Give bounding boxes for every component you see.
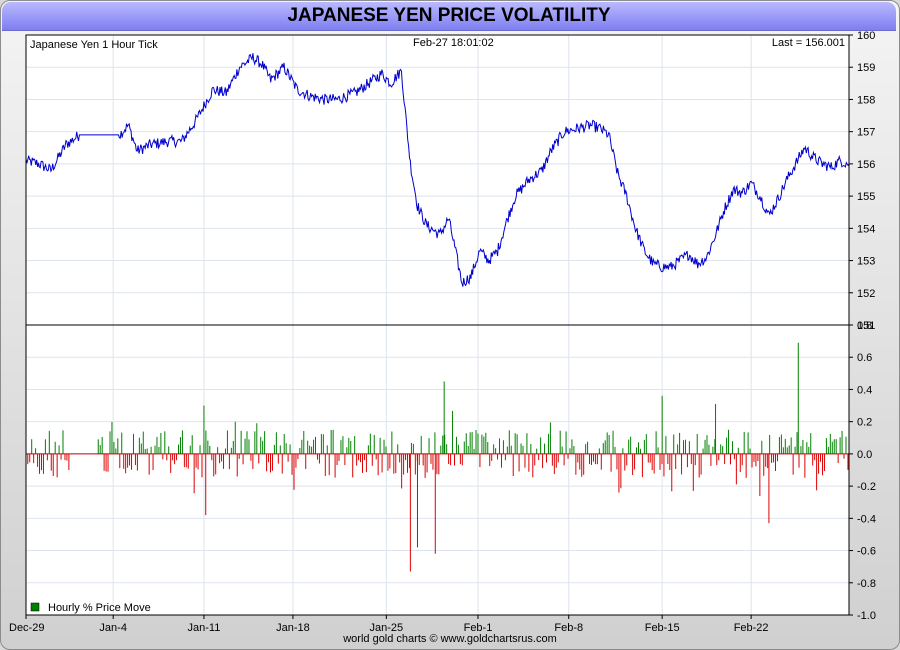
volatility-tick-label: -0.4 (857, 513, 876, 525)
volatility-tick-label: -0.8 (857, 578, 876, 590)
volatility-panel (26, 325, 849, 615)
volatility-tick-label: 0.6 (857, 352, 872, 364)
price-tick-label: 153 (857, 256, 875, 268)
price-line (25, 53, 850, 287)
volatility-tick-label: -0.2 (857, 481, 876, 493)
volatility-tick-label: -0.6 (857, 546, 876, 558)
x-tick-label: Jan-25 (370, 622, 404, 634)
last-price: Last = 156.001 (772, 37, 845, 49)
series-label: Japanese Yen 1 Hour Tick (30, 39, 158, 51)
x-tick-label: Dec-29 (9, 622, 44, 634)
x-tick-label: Feb-1 (464, 622, 493, 634)
volatility-tick-label: 0.2 (857, 417, 872, 429)
volatility-tick-label: 0.4 (857, 384, 872, 396)
x-tick-label: Feb-8 (554, 622, 583, 634)
volatility-tick-label: -1.0 (857, 610, 876, 622)
price-tick-label: 151 (857, 320, 875, 332)
x-tick-label: Feb-22 (734, 622, 769, 634)
volatility-tick-label: 0.0 (857, 449, 872, 461)
price-tick-label: 157 (857, 127, 875, 139)
price-tick-label: 158 (857, 94, 875, 106)
price-tick-label: 156 (857, 159, 875, 171)
x-tick-label: Jan-11 (188, 622, 221, 634)
price-tick-label: 160 (857, 30, 875, 42)
price-tick-label: 155 (857, 191, 875, 203)
timestamp: Feb-27 18:01:02 (413, 37, 494, 49)
x-tick-label: Jan-18 (276, 622, 310, 634)
volatility-tick-label: 0.8 (857, 320, 872, 332)
price-panel (26, 35, 849, 325)
chart-credit: world gold charts © www.goldchartsrus.co… (343, 633, 557, 645)
x-axis: Dec-29 Jan-4 Jan-11 Jan-18 Jan-25 Feb-1 Feb-8 F… (9, 615, 769, 634)
volatility-y-axis: 0.8 0.6 0.4 0.2 0.0 -0.2 -0.4 -0.6 -0.8 -1.0 (849, 320, 876, 622)
chart-title: JAPANESE YEN PRICE VOLATILITY (2, 2, 896, 31)
price-tick-label: 159 (857, 62, 875, 74)
legend-swatch (30, 602, 40, 612)
legend-label: Hourly % Price Move (48, 602, 151, 614)
volatility-bars (27, 342, 849, 572)
volatility-panel-border (25, 324, 850, 616)
x-tick-label: Feb-15 (645, 622, 680, 634)
price-tick-label: 152 (857, 288, 875, 300)
price-tick-label: 154 (857, 223, 875, 235)
price-y-axis: 151 152 153 154 155 156 157 158 159 160 (849, 30, 875, 332)
x-tick-label: Jan-4 (99, 622, 127, 634)
